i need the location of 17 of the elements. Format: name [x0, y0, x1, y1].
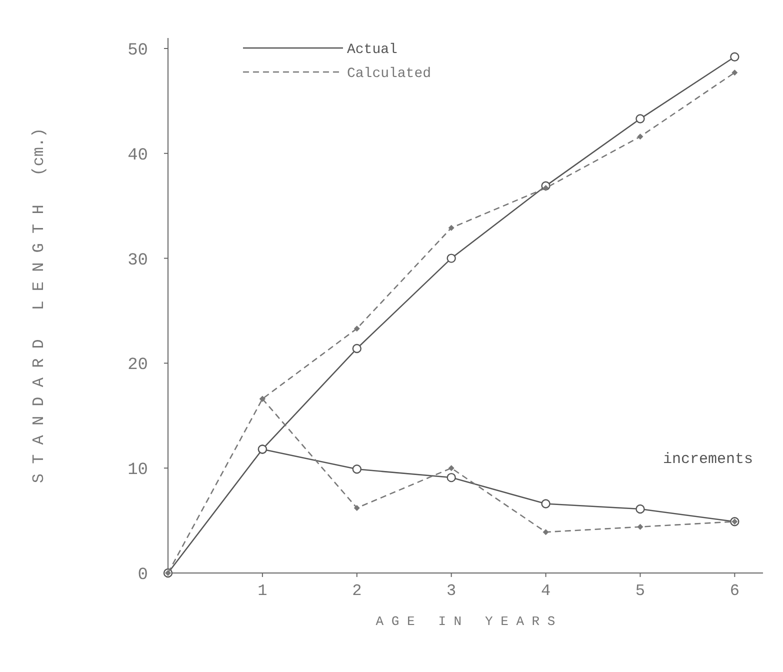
- y-tick-label: 30: [128, 251, 148, 270]
- y-tick-label: 50: [128, 41, 148, 60]
- y-tick-label: 20: [128, 356, 148, 376]
- y-tick-label: 10: [128, 461, 148, 480]
- y-tick-label: 40: [128, 146, 148, 166]
- x-tick-label: 6: [730, 582, 740, 600]
- x-tick-label: 2: [352, 582, 362, 600]
- x-tick-label: 4: [540, 582, 551, 600]
- y-tick-label: 0: [138, 566, 148, 585]
- x-tick-label: 5: [635, 582, 646, 600]
- y-axis-title: S T A N D A R D L E N G T H (cm.): [30, 128, 48, 484]
- text: Actual: [347, 42, 398, 58]
- text: Calculated: [347, 66, 432, 82]
- annotation: increments: [662, 451, 753, 468]
- x-tick-label: 1: [258, 582, 268, 600]
- x-tick-label: 3: [446, 582, 456, 600]
- x-axis-title: A G E I N Y E A R S: [376, 614, 556, 629]
